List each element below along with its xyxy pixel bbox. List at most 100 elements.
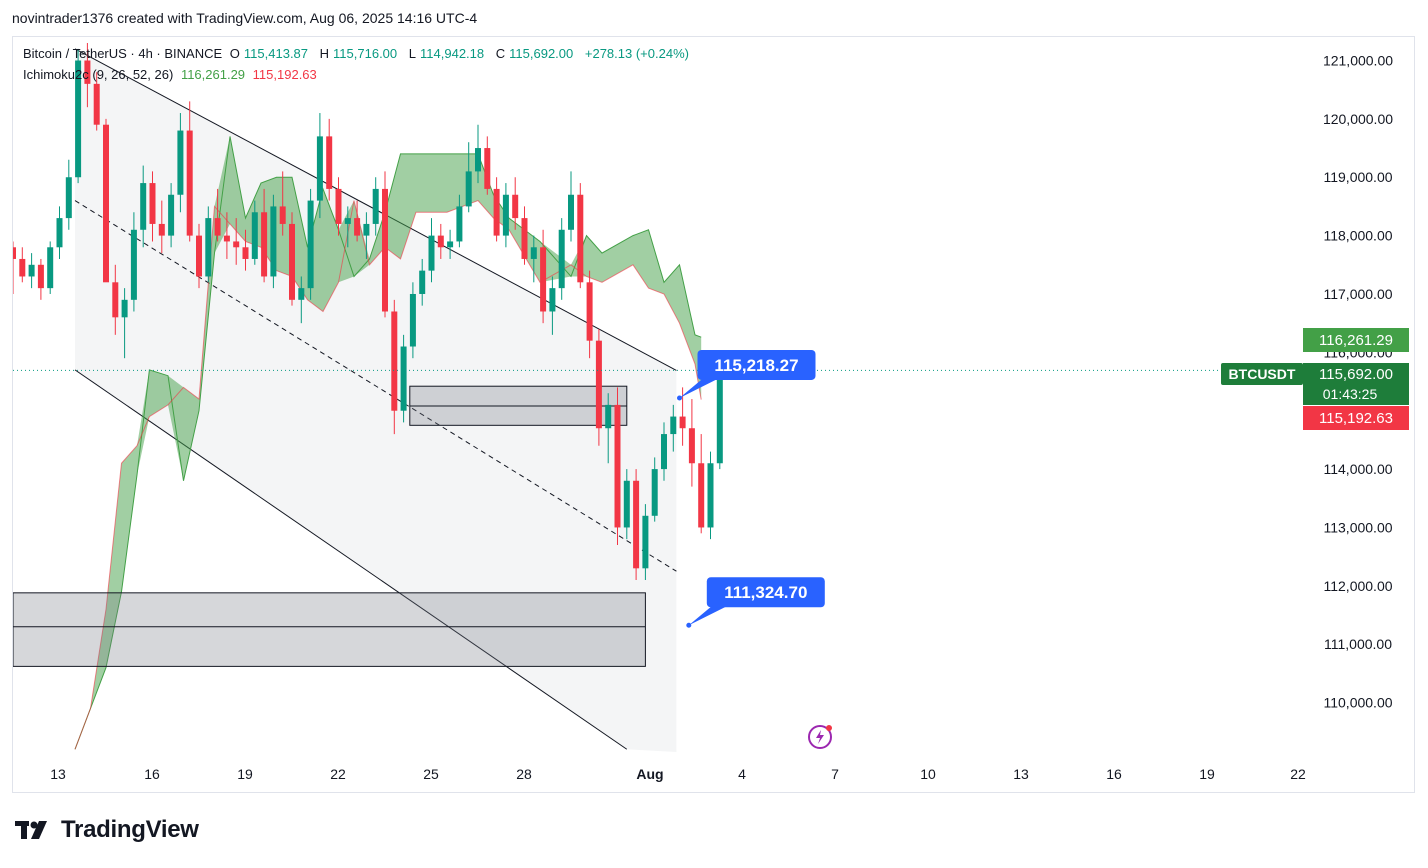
candle[interactable]	[214, 188, 221, 242]
candle[interactable]	[512, 177, 519, 230]
candle[interactable]	[130, 212, 137, 312]
candle[interactable]	[382, 171, 388, 318]
candle[interactable]	[363, 212, 370, 259]
indicator-name[interactable]: Ichimoku2c (9, 26, 52, 26)	[23, 67, 174, 82]
candle[interactable]	[716, 369, 723, 470]
candle[interactable]	[623, 469, 630, 540]
candle[interactable]	[670, 404, 677, 452]
candle[interactable]	[344, 206, 351, 248]
candle[interactable]	[437, 223, 444, 259]
candle[interactable]	[251, 200, 258, 265]
open-label: O	[229, 46, 240, 61]
candle[interactable]	[688, 399, 695, 487]
candle[interactable]	[205, 206, 212, 283]
candle-body	[428, 235, 435, 271]
candle[interactable]	[298, 276, 305, 324]
candle[interactable]	[707, 451, 714, 540]
plot-area[interactable]	[10, 42, 1300, 752]
candle[interactable]	[428, 218, 435, 283]
candle[interactable]	[149, 171, 156, 242]
candle[interactable]	[289, 212, 295, 306]
candle[interactable]	[158, 200, 165, 254]
candle[interactable]	[121, 288, 128, 359]
candle[interactable]	[168, 183, 175, 248]
candles[interactable]	[10, 42, 723, 580]
candle[interactable]	[633, 469, 640, 580]
candle[interactable]	[577, 183, 584, 289]
sr-zone-1[interactable]	[409, 385, 628, 426]
candle[interactable]	[484, 136, 491, 195]
candle[interactable]	[614, 387, 621, 545]
candle[interactable]	[568, 171, 574, 242]
candle[interactable]	[56, 206, 63, 259]
sr-zone-box[interactable]	[13, 592, 646, 667]
candle[interactable]	[502, 183, 509, 248]
candle[interactable]	[335, 177, 342, 236]
candle[interactable]	[354, 200, 361, 242]
candle[interactable]	[549, 276, 556, 335]
candle[interactable]	[409, 282, 416, 359]
price-scale[interactable]: 121,000.00 120,000.00 119,000.00 118,000.00…	[1323, 53, 1393, 711]
candle[interactable]	[679, 387, 686, 446]
candle[interactable]	[279, 171, 286, 236]
candle[interactable]	[112, 264, 119, 335]
candle[interactable]	[661, 422, 667, 481]
tradingview-logo[interactable]: TradingView	[15, 816, 199, 844]
candle[interactable]	[196, 223, 202, 289]
time-axis[interactable]: 13 16 19 22 25 28 Aug 4 7 10 13 16 19 22	[50, 766, 1306, 782]
candle[interactable]	[307, 188, 314, 300]
price-callout-2[interactable]: 111,324.70	[686, 577, 825, 628]
candle[interactable]	[10, 241, 16, 294]
candle[interactable]	[651, 457, 658, 522]
symbol-name[interactable]: Bitcoin / TetherUS · 4h · BINANCE	[23, 46, 223, 61]
candle[interactable]	[456, 194, 463, 248]
candle[interactable]	[698, 434, 705, 534]
candle[interactable]	[261, 188, 268, 283]
candle[interactable]	[493, 177, 500, 242]
candle[interactable]	[595, 329, 602, 446]
candle[interactable]	[521, 206, 528, 265]
candle[interactable]	[65, 159, 72, 230]
candle[interactable]	[465, 142, 472, 213]
candle[interactable]	[372, 177, 379, 236]
symbol-badge[interactable]: BTCUSDT	[1221, 363, 1303, 385]
candle[interactable]	[47, 241, 54, 294]
candle[interactable]	[270, 194, 277, 289]
candle[interactable]	[84, 42, 91, 108]
candle[interactable]	[93, 72, 100, 131]
price-callout-1[interactable]: 115,218.27	[677, 349, 816, 401]
sr-zone-2[interactable]	[13, 592, 646, 667]
lightning-icon[interactable]	[807, 724, 833, 750]
candle[interactable]	[540, 229, 547, 324]
candle[interactable]	[586, 270, 593, 359]
candle[interactable]	[391, 299, 398, 435]
candle[interactable]	[233, 218, 240, 265]
candle[interactable]	[19, 247, 26, 283]
callout-box[interactable]	[706, 577, 825, 608]
candle[interactable]	[316, 113, 323, 219]
candle[interactable]	[223, 212, 230, 259]
candle[interactable]	[140, 165, 147, 248]
candle[interactable]	[28, 253, 35, 289]
channel-mid-line[interactable]	[74, 200, 677, 572]
candle[interactable]	[419, 258, 426, 306]
candle[interactable]	[37, 258, 44, 300]
channel-lower-line[interactable]	[74, 369, 628, 750]
candle[interactable]	[475, 124, 481, 184]
candle[interactable]	[642, 504, 649, 580]
candle[interactable]	[75, 48, 82, 184]
candle[interactable]	[103, 118, 109, 283]
candle[interactable]	[177, 113, 184, 213]
candle-body	[335, 188, 342, 224]
candle[interactable]	[447, 229, 454, 259]
span-a-bg	[1303, 328, 1409, 352]
candle[interactable]	[558, 218, 565, 300]
callout-box[interactable]	[697, 349, 816, 380]
candle[interactable]	[605, 393, 612, 464]
candle[interactable]	[326, 118, 333, 201]
candle[interactable]	[400, 334, 407, 423]
candle[interactable]	[186, 101, 193, 242]
candle[interactable]	[530, 235, 537, 283]
candle[interactable]	[242, 229, 249, 271]
